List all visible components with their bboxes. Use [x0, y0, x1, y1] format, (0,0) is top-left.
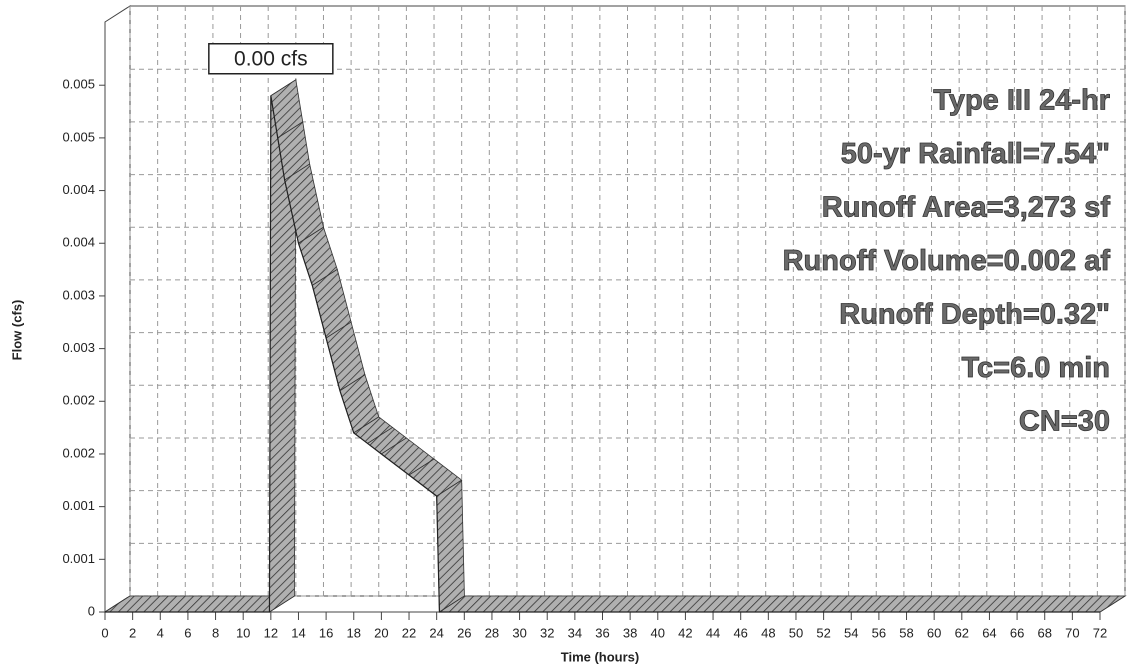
- y-tick-label: 0.001: [62, 498, 95, 513]
- annotation: 50-yr Rainfall=7.54": [841, 138, 1110, 170]
- x-tick-label: 62: [955, 625, 969, 640]
- y-tick-label: 0.005: [62, 129, 95, 144]
- side-wall: [104, 5, 131, 613]
- x-tick-label: 34: [568, 625, 582, 640]
- x-tick-label: 2: [129, 625, 136, 640]
- ribbon-face: [103, 595, 296, 613]
- x-tick-label: 56: [872, 625, 886, 640]
- x-tick-label: 30: [512, 625, 526, 640]
- y-tick-label: 0.001: [62, 551, 95, 566]
- x-tick-label: 4: [157, 625, 164, 640]
- annotation: Tc=6.0 min: [961, 352, 1110, 384]
- y-tick-label: 0.003: [62, 287, 95, 302]
- annotation: CN=30: [1019, 406, 1110, 438]
- x-tick-label: 20: [374, 625, 388, 640]
- x-tick-label: 50: [789, 625, 803, 640]
- x-tick-label: 18: [347, 625, 361, 640]
- x-tick-label: 16: [319, 625, 333, 640]
- x-tick-label: 40: [651, 625, 665, 640]
- x-tick-label: 32: [540, 625, 554, 640]
- x-tick-label: 28: [485, 625, 499, 640]
- y-tick-label: 0.004: [62, 235, 95, 250]
- x-tick-label: 68: [1037, 625, 1051, 640]
- x-tick-label: 14: [291, 625, 305, 640]
- y-tick-label: 0.005: [62, 77, 95, 92]
- y-tick-label: 0.002: [62, 445, 95, 460]
- x-tick-label: 6: [184, 625, 191, 640]
- x-tick-label: 52: [816, 625, 830, 640]
- x-tick-label: 66: [1010, 625, 1024, 640]
- y-tick-label: 0: [88, 603, 95, 618]
- x-tick-label: 0: [101, 625, 108, 640]
- x-tick-label: 38: [623, 625, 637, 640]
- ribbon-face: [436, 479, 465, 613]
- x-tick-label: 26: [457, 625, 471, 640]
- y-tick-label: 0.003: [62, 340, 95, 355]
- annotation: Type III 24-hr: [933, 85, 1110, 117]
- x-tick-label: 60: [927, 625, 941, 640]
- x-tick-label: 36: [595, 625, 609, 640]
- x-tick-label: 10: [236, 625, 250, 640]
- x-tick-label: 22: [402, 625, 416, 640]
- x-tick-label: 72: [1093, 625, 1107, 640]
- x-tick-label: 42: [678, 625, 692, 640]
- annotation: Runoff Volume=0.002 af: [783, 245, 1111, 277]
- y-tick-label: 0.002: [62, 393, 95, 408]
- x-tick-label: 44: [706, 625, 720, 640]
- y-tick-label: 0.004: [62, 182, 95, 197]
- x-axis-label: Time (hours): [561, 649, 640, 664]
- flow-line: [105, 95, 1100, 613]
- x-tick-label: 12: [264, 625, 278, 640]
- x-tick-label: 64: [982, 625, 996, 640]
- y-axis-label: Flow (cfs): [9, 300, 24, 361]
- annotation: Runoff Area=3,273 sf: [822, 192, 1111, 224]
- x-tick-label: 8: [212, 625, 219, 640]
- x-tick-label: 70: [1065, 625, 1079, 640]
- x-tick-label: 58: [899, 625, 913, 640]
- ribbon-face: [438, 595, 1127, 613]
- x-tick-label: 24: [429, 625, 443, 640]
- peak-label: 0.00 cfs: [234, 47, 308, 70]
- x-tick-label: 48: [761, 625, 775, 640]
- annotation: Runoff Depth=0.32": [839, 299, 1110, 331]
- x-tick-label: 54: [844, 625, 858, 640]
- peak-label-box: [208, 43, 334, 75]
- x-tick-label: 46: [733, 625, 747, 640]
